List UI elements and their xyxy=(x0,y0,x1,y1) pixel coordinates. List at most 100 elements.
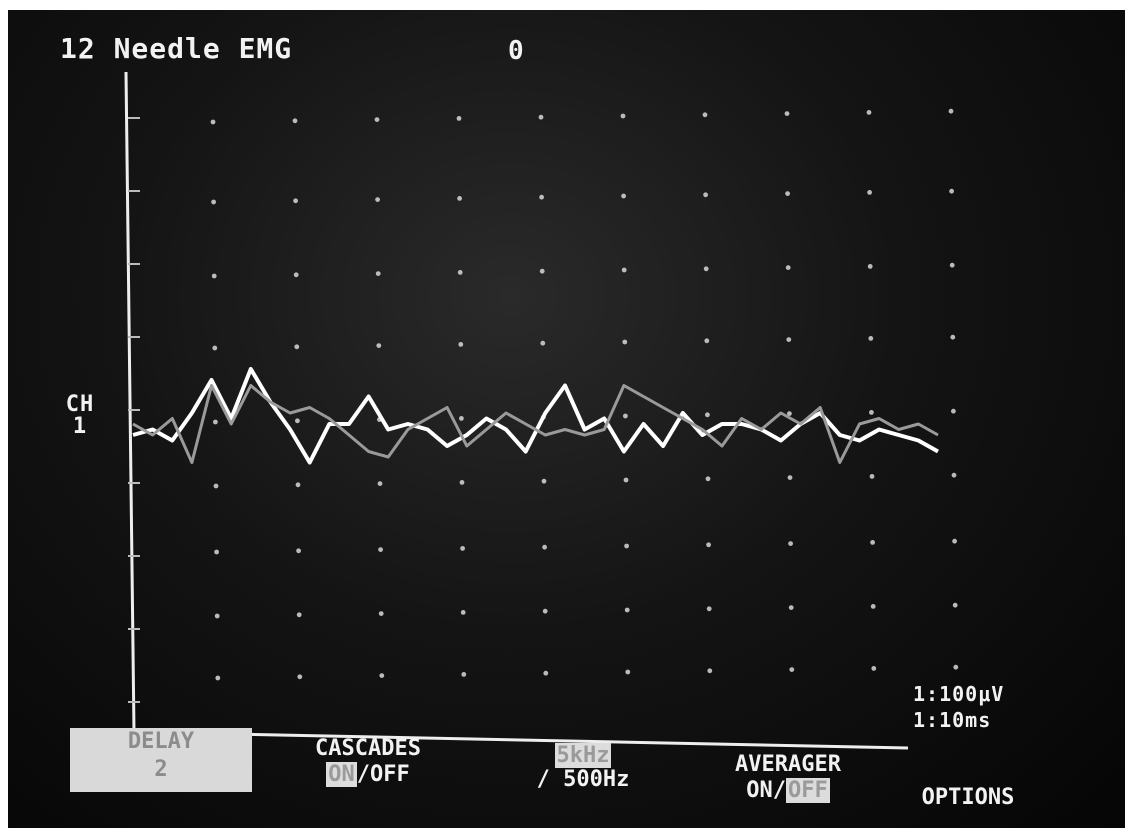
channel-label-prefix: CH xyxy=(65,392,95,417)
delay-softkey[interactable]: DELAY 2 xyxy=(70,728,252,792)
grid-dot xyxy=(542,608,548,614)
grid-dot xyxy=(213,483,219,489)
grid-dot xyxy=(704,338,710,344)
grid-dot xyxy=(787,475,793,480)
cascades-separator: / xyxy=(356,762,370,787)
grid-dot xyxy=(623,477,629,483)
options-softkey[interactable]: OPTIONS xyxy=(921,785,1015,810)
grid-dot xyxy=(705,412,710,418)
grid-dot xyxy=(622,339,628,345)
grid-dot xyxy=(870,540,875,545)
x-axis-line xyxy=(133,730,909,750)
averager-separator: / xyxy=(772,778,786,803)
grid-dot xyxy=(788,541,793,546)
grid-dot xyxy=(625,669,631,675)
grid-dot xyxy=(707,668,713,674)
grid-dot xyxy=(541,478,547,484)
voltage-scale: 1:100μV xyxy=(913,682,1005,706)
emg-trace-primary xyxy=(132,384,939,464)
grid-dot xyxy=(703,266,709,272)
grid-dot xyxy=(376,343,382,348)
cascades-label: CASCADES xyxy=(315,736,421,761)
grid-dot xyxy=(866,110,872,115)
grid-dot xyxy=(702,112,708,118)
averager-toggle: ON/OFF xyxy=(698,778,878,804)
grid-dot xyxy=(542,544,547,550)
grid-dot xyxy=(870,604,876,609)
channel-label: CH 1 xyxy=(60,394,100,438)
grid-dot xyxy=(624,607,630,613)
grid-dot xyxy=(867,190,872,195)
emg-trace-secondary xyxy=(132,367,939,465)
grid-dot xyxy=(620,113,626,119)
grid-dot xyxy=(460,610,466,615)
delay-value: 2 xyxy=(154,757,168,782)
grid-dot xyxy=(949,262,955,268)
grid-dot xyxy=(212,345,218,351)
grid-dot xyxy=(951,472,957,478)
grid-dot xyxy=(296,548,301,554)
grid-dot xyxy=(539,194,544,200)
grid-dot xyxy=(297,674,303,680)
grid-dot xyxy=(538,114,544,120)
grid-dot xyxy=(210,119,216,125)
grid-dot xyxy=(293,272,299,278)
grid-dot xyxy=(539,268,545,274)
grid-dot xyxy=(784,111,790,116)
grid-dot xyxy=(296,612,302,618)
grid-dot xyxy=(214,613,220,619)
grid-dot xyxy=(213,419,218,425)
emg-display xyxy=(124,71,959,750)
averager-softkey[interactable]: AVERAGER ON/OFF xyxy=(698,752,878,804)
grid-dot xyxy=(789,667,795,672)
grid-dot xyxy=(953,664,959,670)
filter-softkey[interactable]: 5kHz / 500Hz xyxy=(508,743,658,792)
test-title: 12 Needle EMG xyxy=(60,32,293,65)
grid-dot xyxy=(703,192,708,198)
grid-dot xyxy=(211,199,217,205)
delay-label: DELAY xyxy=(127,729,195,754)
grid-dot xyxy=(869,474,875,479)
y-axis-line xyxy=(124,71,136,733)
cascades-softkey[interactable]: CASCADES ON/OFF xyxy=(278,736,458,788)
grid-dot xyxy=(457,270,463,275)
grid-dot xyxy=(952,538,957,544)
averager-off-option: OFF xyxy=(786,778,830,803)
grid-dot xyxy=(706,606,712,612)
grid-dot xyxy=(292,118,298,124)
grid-dot xyxy=(461,672,467,677)
cascades-on-option: ON xyxy=(326,762,357,787)
grid-dot xyxy=(214,549,220,555)
grid-dot xyxy=(787,411,792,416)
grid-dot xyxy=(457,196,462,201)
filter-high-value: / 500Hz xyxy=(536,767,630,792)
grid-dot xyxy=(293,198,298,204)
grid-dot xyxy=(375,197,380,203)
grid-dot xyxy=(459,480,465,485)
grid-dot xyxy=(543,670,549,676)
channel-number: 1 xyxy=(72,414,88,439)
grid-dot xyxy=(706,542,711,548)
grid-dot xyxy=(294,344,300,350)
cascades-toggle: ON/OFF xyxy=(278,762,458,788)
grid-dot xyxy=(868,336,874,341)
grid-dot xyxy=(624,543,629,549)
sweep-counter: 0 xyxy=(508,36,525,66)
grid-dot xyxy=(949,188,954,194)
grid-dot xyxy=(459,416,464,421)
grid-dot xyxy=(378,547,383,552)
grid-dot xyxy=(295,418,300,424)
averager-label: AVERAGER xyxy=(735,752,841,777)
grid-dot xyxy=(378,611,384,616)
grid-dot xyxy=(621,267,627,273)
time-scale: 1:10ms xyxy=(913,708,992,732)
filter-low-value: 5kHz xyxy=(554,743,612,768)
grid-dot xyxy=(211,273,217,279)
grid-dot xyxy=(786,337,792,342)
grid-dot xyxy=(948,108,954,114)
grid-dot xyxy=(869,410,874,415)
grid-dot xyxy=(458,342,464,347)
grid-dot xyxy=(950,334,956,340)
grid-dot xyxy=(785,265,791,270)
grid-dot xyxy=(785,191,790,197)
